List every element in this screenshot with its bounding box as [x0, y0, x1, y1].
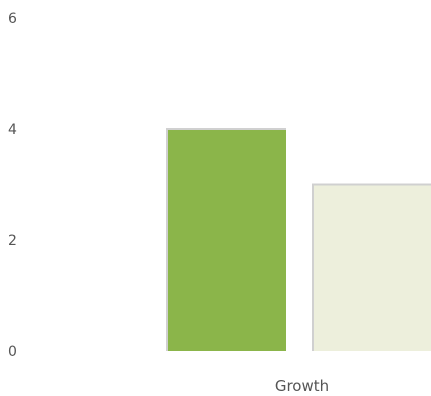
y-tick-label: 2 — [8, 233, 17, 249]
x-category-label: Growth — [275, 377, 329, 395]
y-tick-label: 0 — [8, 344, 17, 360]
y-tick-label: 4 — [8, 122, 17, 138]
bar-series-1 — [168, 130, 286, 351]
bar-series-2 — [314, 185, 431, 351]
x-axis: Growth — [275, 377, 329, 395]
plot-area — [166, 128, 431, 351]
y-axis: 0 2 4 6 — [8, 11, 17, 360]
y-tick-label: 6 — [8, 11, 17, 27]
